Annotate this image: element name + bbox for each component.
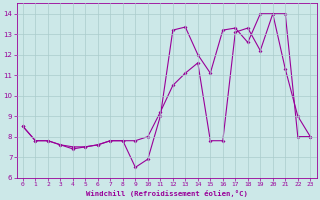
X-axis label: Windchill (Refroidissement éolien,°C): Windchill (Refroidissement éolien,°C) [86,190,248,197]
